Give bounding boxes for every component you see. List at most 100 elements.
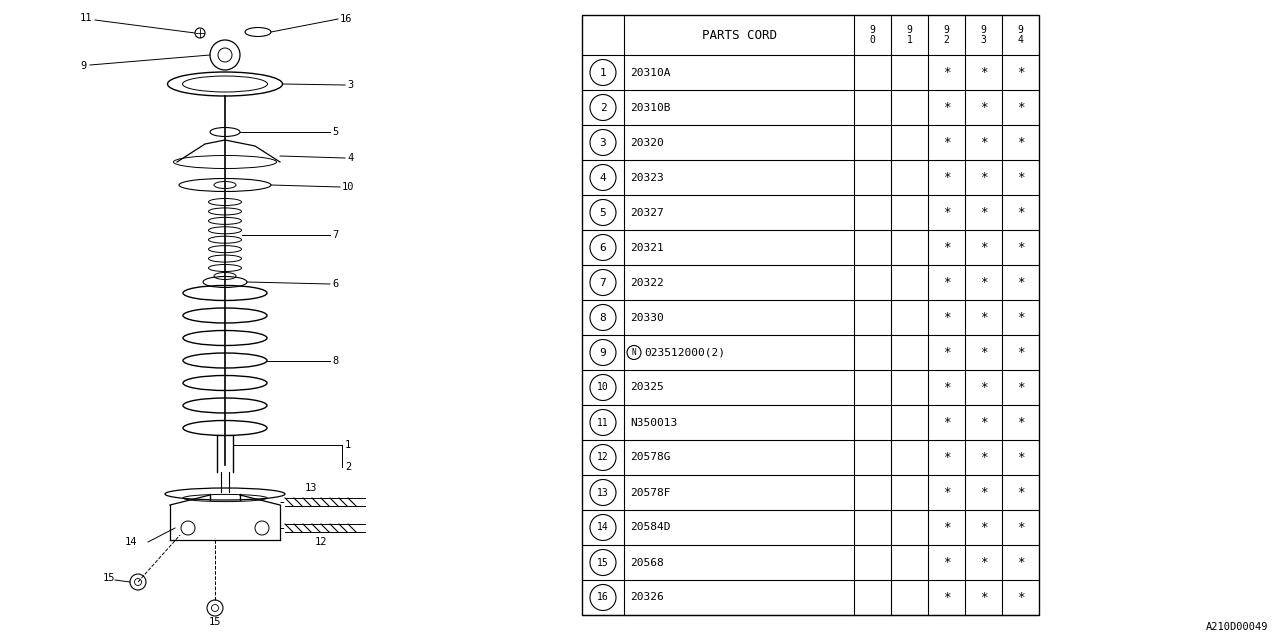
Text: 9: 9 xyxy=(81,61,87,71)
Text: 12: 12 xyxy=(315,537,328,547)
Text: 3: 3 xyxy=(599,138,607,147)
Text: *: * xyxy=(1016,136,1024,149)
Text: 2: 2 xyxy=(599,102,607,113)
Text: 1: 1 xyxy=(906,35,913,45)
Text: A210D00049: A210D00049 xyxy=(1206,622,1268,632)
Text: 11: 11 xyxy=(598,417,609,428)
Text: 10: 10 xyxy=(598,383,609,392)
Text: 4: 4 xyxy=(347,153,353,163)
Text: 15: 15 xyxy=(209,617,221,627)
Text: 10: 10 xyxy=(342,182,355,192)
Text: *: * xyxy=(1016,381,1024,394)
Text: *: * xyxy=(943,486,950,499)
Text: 20323: 20323 xyxy=(630,173,664,182)
Text: *: * xyxy=(943,311,950,324)
Text: 13: 13 xyxy=(598,488,609,497)
Text: 9: 9 xyxy=(869,25,876,35)
Text: *: * xyxy=(979,346,987,359)
Text: 20578F: 20578F xyxy=(630,488,671,497)
Bar xyxy=(582,15,1039,615)
Text: 16: 16 xyxy=(340,14,352,24)
Text: 13: 13 xyxy=(305,483,317,493)
Text: 4: 4 xyxy=(1018,35,1024,45)
Text: *: * xyxy=(979,486,987,499)
Text: 15: 15 xyxy=(598,557,609,568)
Text: *: * xyxy=(1016,451,1024,464)
Text: *: * xyxy=(943,451,950,464)
Text: *: * xyxy=(943,591,950,604)
Text: *: * xyxy=(979,206,987,219)
Text: 3: 3 xyxy=(980,35,987,45)
Text: 2: 2 xyxy=(943,35,950,45)
Text: *: * xyxy=(943,556,950,569)
Text: *: * xyxy=(979,241,987,254)
Text: *: * xyxy=(943,241,950,254)
Text: *: * xyxy=(979,381,987,394)
Text: PARTS CORD: PARTS CORD xyxy=(701,29,777,42)
Text: 9: 9 xyxy=(599,348,607,358)
Text: 14: 14 xyxy=(598,522,609,532)
Text: 20325: 20325 xyxy=(630,383,664,392)
Text: *: * xyxy=(1016,556,1024,569)
Text: *: * xyxy=(1016,591,1024,604)
Text: *: * xyxy=(943,416,950,429)
Text: 20310B: 20310B xyxy=(630,102,671,113)
Text: *: * xyxy=(1016,521,1024,534)
Text: *: * xyxy=(979,276,987,289)
Text: 20584D: 20584D xyxy=(630,522,671,532)
Text: *: * xyxy=(943,381,950,394)
Text: *: * xyxy=(1016,346,1024,359)
Text: *: * xyxy=(943,276,950,289)
Text: *: * xyxy=(1016,66,1024,79)
Text: 9: 9 xyxy=(906,25,913,35)
Text: 16: 16 xyxy=(598,593,609,602)
Text: 023512000(2): 023512000(2) xyxy=(644,348,724,358)
Text: *: * xyxy=(979,171,987,184)
Text: *: * xyxy=(979,66,987,79)
Text: *: * xyxy=(1016,241,1024,254)
Text: *: * xyxy=(943,206,950,219)
Text: 7: 7 xyxy=(332,230,338,240)
Text: *: * xyxy=(979,416,987,429)
Text: *: * xyxy=(979,136,987,149)
Text: N: N xyxy=(632,348,636,357)
Text: *: * xyxy=(1016,206,1024,219)
Text: 11: 11 xyxy=(79,13,92,23)
Text: 15: 15 xyxy=(102,573,115,583)
Text: *: * xyxy=(1016,416,1024,429)
Text: 6: 6 xyxy=(599,243,607,253)
Text: 1: 1 xyxy=(599,67,607,77)
Text: 20327: 20327 xyxy=(630,207,664,218)
Text: *: * xyxy=(943,136,950,149)
Text: *: * xyxy=(943,171,950,184)
Text: *: * xyxy=(1016,101,1024,114)
Text: *: * xyxy=(1016,311,1024,324)
Text: 12: 12 xyxy=(598,452,609,463)
Text: 20326: 20326 xyxy=(630,593,664,602)
Text: 20330: 20330 xyxy=(630,312,664,323)
Text: *: * xyxy=(979,451,987,464)
Text: 20322: 20322 xyxy=(630,278,664,287)
Text: *: * xyxy=(943,346,950,359)
Text: *: * xyxy=(943,66,950,79)
Text: *: * xyxy=(1016,486,1024,499)
Text: 20321: 20321 xyxy=(630,243,664,253)
Text: 20568: 20568 xyxy=(630,557,664,568)
Text: 9: 9 xyxy=(980,25,987,35)
Text: *: * xyxy=(979,521,987,534)
Text: 5: 5 xyxy=(599,207,607,218)
Text: *: * xyxy=(943,101,950,114)
Text: 7: 7 xyxy=(599,278,607,287)
Text: *: * xyxy=(1016,276,1024,289)
Text: 20578G: 20578G xyxy=(630,452,671,463)
Text: *: * xyxy=(979,311,987,324)
Text: *: * xyxy=(979,591,987,604)
Text: N350013: N350013 xyxy=(630,417,677,428)
Text: 14: 14 xyxy=(125,537,137,547)
Text: 3: 3 xyxy=(347,80,353,90)
Text: 2: 2 xyxy=(346,462,351,472)
Text: *: * xyxy=(979,556,987,569)
Text: 5: 5 xyxy=(332,127,338,137)
Text: *: * xyxy=(1016,171,1024,184)
Text: 20310A: 20310A xyxy=(630,67,671,77)
